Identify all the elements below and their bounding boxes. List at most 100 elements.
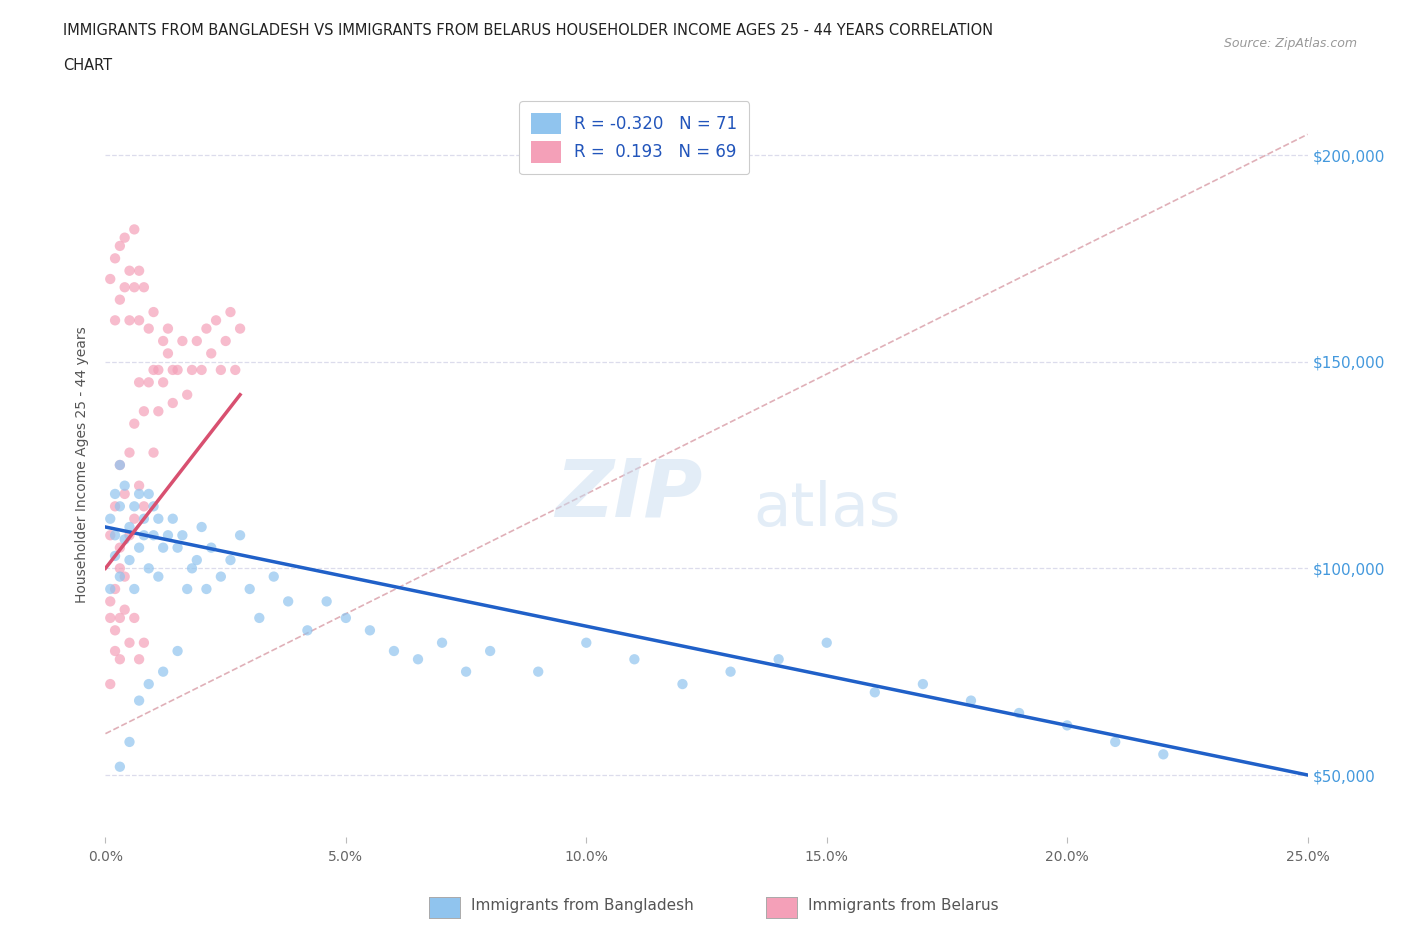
Point [108,238,131,253]
Point [114,231,136,246]
Point [118,445,141,460]
Point [104,623,127,638]
Point [128,263,150,278]
Point [239,581,262,596]
Point [132,512,155,526]
Point [118,312,141,327]
Point [148,569,170,584]
Point [960,693,983,708]
Point [114,486,136,501]
Point [1104,735,1126,750]
Point [108,458,131,472]
Point [128,312,150,327]
Point [575,635,598,650]
Point [114,569,136,584]
Text: ZIP: ZIP [555,456,702,534]
Point [104,498,127,513]
Point [132,635,155,650]
Point [142,498,165,513]
Point [156,528,179,543]
Point [277,594,299,609]
Point [124,498,146,513]
Point [118,735,141,750]
Point [118,552,141,567]
Point [335,610,357,625]
Point [148,363,170,378]
Point [148,404,170,418]
Point [166,540,188,555]
Point [128,486,150,501]
Point [166,363,188,378]
Point [128,375,150,390]
Point [138,375,160,390]
Y-axis label: Householder Income Ages 25 - 44 years: Householder Income Ages 25 - 44 years [76,326,90,604]
Point [186,334,208,349]
Point [181,561,204,576]
Text: Source: ZipAtlas.com: Source: ZipAtlas.com [1223,37,1357,50]
Point [124,512,146,526]
Point [1152,747,1174,762]
Point [128,540,150,555]
Point [863,684,886,699]
Point [132,528,155,543]
Point [181,363,204,378]
Point [124,280,146,295]
Point [132,498,155,513]
Point [479,644,502,658]
Point [297,623,319,638]
Point [138,677,160,692]
Point [132,280,155,295]
Text: CHART: CHART [63,58,112,73]
Point [124,222,146,237]
Point [108,759,131,774]
Point [108,569,131,584]
Point [162,395,184,410]
Point [190,363,212,378]
Point [108,610,131,625]
Point [152,664,174,679]
Point [209,569,232,584]
Point [454,664,477,679]
Point [108,561,131,576]
Point [148,512,170,526]
Point [114,532,136,547]
Point [219,305,242,320]
Point [176,581,198,596]
Point [138,561,160,576]
Point [104,549,127,564]
Point [142,305,165,320]
Point [104,486,127,501]
Point [263,569,285,584]
Point [98,512,121,526]
Point [224,363,246,378]
Point [138,321,160,336]
Point [527,664,550,679]
Point [359,623,381,638]
Point [138,486,160,501]
Point [172,334,194,349]
Point [114,478,136,493]
Text: Immigrants from Bangladesh: Immigrants from Bangladesh [471,898,693,913]
Point [214,334,236,349]
Point [124,581,146,596]
Point [1056,718,1078,733]
Text: Immigrants from Belarus: Immigrants from Belarus [808,898,1000,913]
Point [162,512,184,526]
Point [98,581,121,596]
Point [104,581,127,596]
Point [247,610,270,625]
Point [98,610,121,625]
Point [382,644,405,658]
Point [108,458,131,472]
Point [104,251,127,266]
Point [108,498,131,513]
Point [152,540,174,555]
Point [152,375,174,390]
Point [108,652,131,667]
Point [720,664,742,679]
Point [195,581,218,596]
Point [623,652,645,667]
Point [176,387,198,402]
Point [219,552,242,567]
Point [1008,706,1031,721]
